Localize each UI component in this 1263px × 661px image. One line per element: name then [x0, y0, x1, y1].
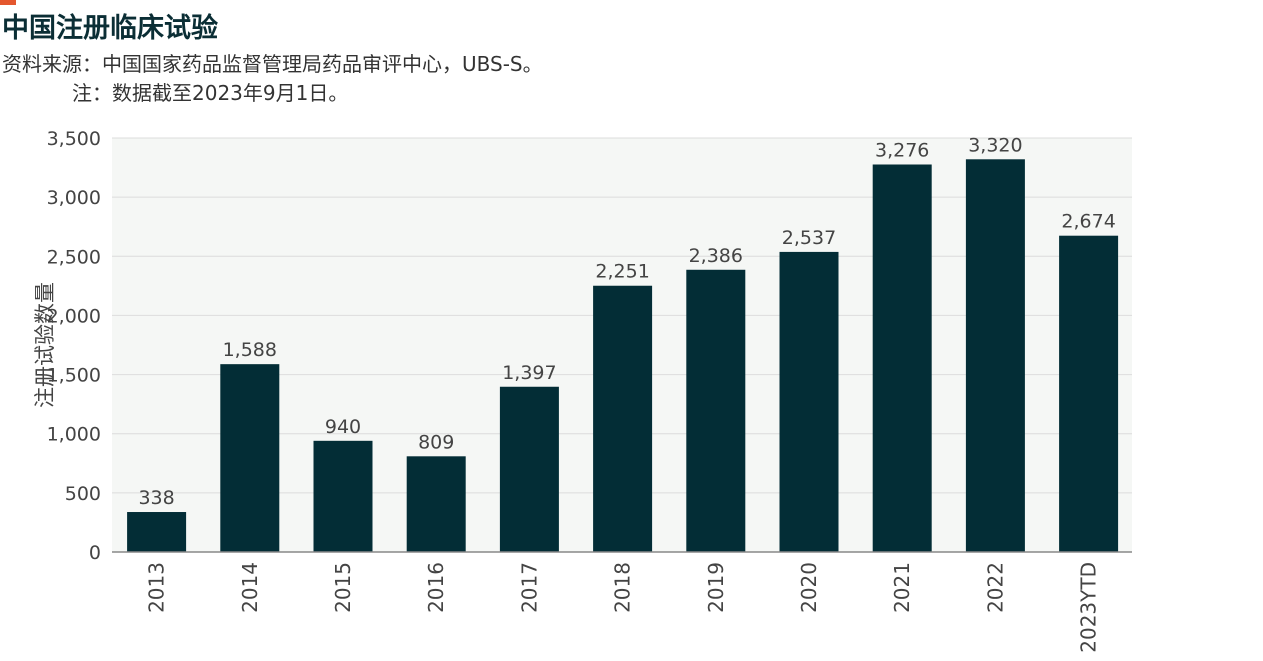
- x-tick-label: 2016: [424, 562, 448, 613]
- x-tick-label: 2013: [145, 562, 169, 613]
- data-label: 338: [138, 487, 174, 509]
- bar-2017: [499, 386, 559, 552]
- y-tick-label: 3,000: [47, 187, 101, 209]
- date-note: 注：数据截至2023年9月1日。: [72, 81, 349, 105]
- bar-2013: [127, 512, 187, 552]
- y-tick-label: 2,500: [47, 246, 101, 268]
- source-note: 资料来源：中国国家药品监督管理局药品审评中心，UBS-S。: [2, 52, 543, 76]
- y-tick-label: 3,500: [47, 128, 101, 150]
- data-label: 2,251: [595, 261, 649, 283]
- bar-2018: [593, 285, 653, 552]
- data-label: 2,674: [1061, 211, 1115, 233]
- y-axis-label: 注册试验数量: [33, 282, 57, 408]
- x-tick-label: 2022: [983, 562, 1007, 613]
- chart-title: 中国注册临床试验: [2, 13, 218, 44]
- x-tick-label: 2017: [517, 562, 541, 613]
- data-label: 2,386: [689, 245, 743, 267]
- y-tick-label: 0: [89, 542, 101, 564]
- bar-2015: [313, 440, 373, 552]
- bar-2020: [779, 251, 839, 552]
- x-tick-label: 2015: [331, 562, 355, 613]
- x-tick-label: 2014: [238, 562, 262, 613]
- y-tick-label: 2,000: [47, 305, 101, 327]
- bar-2019: [686, 269, 746, 552]
- data-label: 2,537: [782, 227, 836, 249]
- x-tick-label: 2018: [611, 562, 635, 613]
- accent-mark: [0, 0, 16, 5]
- x-tick-label: 2023YTD: [1077, 562, 1101, 653]
- value-labels: 338 1,588 940 809 1,397 2,251 2,386 2,537 3,276 3…: [138, 134, 1115, 509]
- data-label: 940: [325, 416, 361, 438]
- y-axis-ticks: 0 500 1,000 1,500 2,000 2,500 3,000 3,500: [47, 128, 101, 564]
- x-axis-ticks: 2013 2014 2015 2016 2017 2018 2019 2020 2021 2022…: [145, 562, 1101, 653]
- bars: [127, 159, 1119, 553]
- y-tick-label: 1,000: [47, 424, 101, 446]
- bar-2021: [872, 164, 932, 552]
- data-label: 3,276: [875, 139, 929, 161]
- y-tick-label: 500: [65, 483, 101, 505]
- data-label: 809: [418, 431, 454, 453]
- x-tick-label: 2020: [797, 562, 821, 613]
- data-label: 1,397: [502, 362, 556, 384]
- y-tick-label: 1,500: [47, 365, 101, 387]
- bar-2016: [406, 456, 466, 552]
- bar-2023YTD: [1059, 235, 1119, 553]
- bar-2014: [220, 364, 280, 552]
- x-tick-label: 2019: [704, 562, 728, 613]
- data-label: 1,588: [223, 339, 277, 361]
- data-label: 3,320: [968, 134, 1022, 156]
- x-tick-label: 2021: [890, 562, 914, 613]
- bar-2022: [965, 159, 1025, 552]
